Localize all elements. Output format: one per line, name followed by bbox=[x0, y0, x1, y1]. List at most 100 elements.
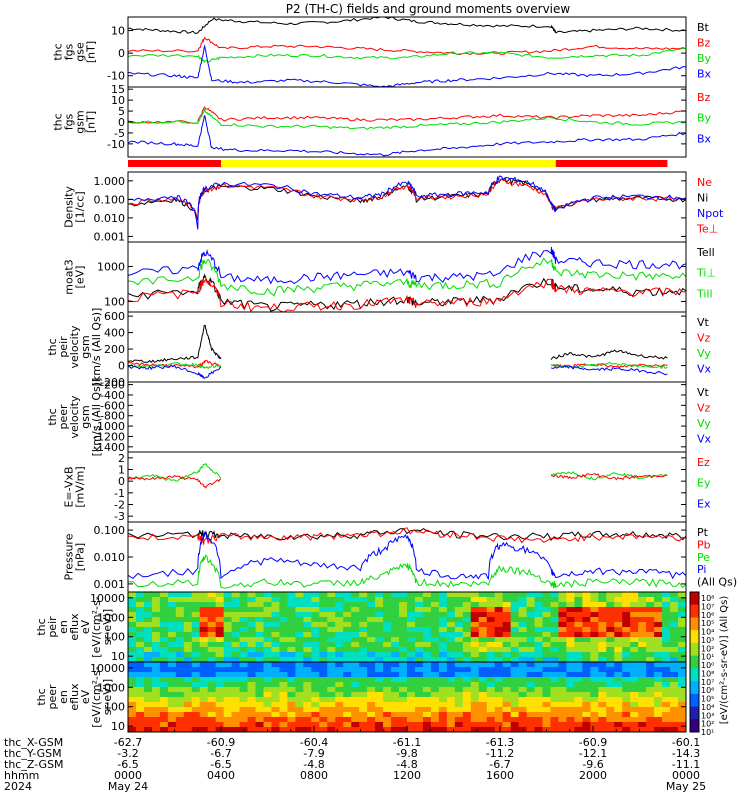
y-axis-label-line: en bbox=[57, 620, 70, 634]
spectrogram-cell bbox=[303, 722, 312, 728]
spectrogram-cell bbox=[414, 722, 424, 728]
x-row-value: -6.5 bbox=[117, 758, 138, 771]
spectrogram-cell bbox=[550, 627, 559, 633]
spectrogram-cell bbox=[430, 672, 440, 678]
spectrogram-cell bbox=[630, 652, 639, 658]
spectrogram-cell bbox=[255, 632, 265, 638]
spectrogram-cell bbox=[630, 667, 639, 673]
spectrogram-cell bbox=[128, 672, 137, 678]
spectrogram-cell bbox=[327, 657, 336, 662]
spectrogram-cell bbox=[446, 687, 456, 693]
spectrogram-cell bbox=[175, 697, 185, 703]
spectrogram-cell bbox=[247, 697, 257, 703]
spectrogram-cell bbox=[183, 692, 193, 698]
spectrogram-cell bbox=[630, 632, 639, 638]
spectrogram-cell bbox=[542, 717, 551, 723]
spectrogram-cell bbox=[223, 702, 233, 708]
spectrogram-cell bbox=[510, 727, 520, 732]
spectrogram-cell bbox=[159, 707, 169, 713]
spectrogram-cell bbox=[135, 652, 145, 658]
spectrogram-cell bbox=[494, 612, 504, 618]
spectrogram-cell bbox=[287, 602, 296, 608]
spectrogram-cell bbox=[207, 682, 217, 688]
spectrogram-cell bbox=[606, 667, 615, 673]
spectrogram-cell bbox=[582, 722, 591, 728]
spectrogram-cell bbox=[558, 667, 567, 673]
spectrogram-cell bbox=[542, 632, 551, 638]
spectrogram-cell bbox=[231, 667, 241, 673]
spectrogram-cell bbox=[430, 642, 440, 648]
spectrogram-cell bbox=[502, 722, 512, 728]
spectrogram-cell bbox=[135, 632, 145, 638]
spectrogram-cell bbox=[287, 697, 296, 703]
spectrogram-cells bbox=[128, 662, 686, 732]
spectrogram-cell bbox=[279, 682, 288, 688]
spectrogram-cell bbox=[383, 712, 392, 718]
spectrogram-cell bbox=[231, 692, 241, 698]
spectrogram-cell bbox=[518, 622, 528, 628]
spectrogram-cell bbox=[247, 602, 257, 608]
spectrogram-cell bbox=[319, 592, 328, 598]
spectrogram-cell bbox=[478, 597, 488, 603]
x-row-label: thc_Z-GSM bbox=[4, 758, 64, 771]
spectrogram-cell bbox=[470, 627, 480, 633]
spectrogram-cell bbox=[662, 702, 671, 708]
spectrogram-cell bbox=[391, 592, 400, 598]
spectrogram-cell bbox=[295, 627, 304, 633]
spectrogram-cell bbox=[295, 652, 304, 658]
spectrogram-cell bbox=[502, 717, 512, 723]
spectrogram-cell bbox=[128, 657, 137, 662]
spectrogram-cell bbox=[422, 652, 432, 658]
spectrogram-cell bbox=[518, 612, 528, 618]
spectrogram-cell bbox=[510, 692, 520, 698]
y-tick-label: -10 bbox=[107, 138, 125, 151]
legend-label: Pe bbox=[697, 551, 710, 564]
spectrogram-cell bbox=[566, 672, 575, 678]
spectrogram-cell bbox=[223, 597, 233, 603]
spectrogram-cell bbox=[558, 672, 567, 678]
spectrogram-cell bbox=[215, 712, 225, 718]
spectrogram-cell bbox=[175, 617, 185, 623]
spectrogram-cell bbox=[359, 677, 368, 683]
spectrogram-cell bbox=[662, 692, 671, 698]
series-line-Till bbox=[128, 257, 686, 297]
spectrogram-cell bbox=[391, 657, 400, 662]
spectrogram-cell bbox=[574, 657, 583, 662]
x-row-value: -12.1 bbox=[579, 747, 607, 760]
spectrogram-cell bbox=[646, 652, 655, 658]
spectrogram-cell bbox=[223, 682, 233, 688]
spectrogram-cell bbox=[446, 622, 456, 628]
spectrogram-cell bbox=[574, 652, 583, 658]
spectrogram-cell bbox=[143, 647, 153, 653]
spectrogram-cell bbox=[510, 712, 520, 718]
spectrogram-cell bbox=[128, 627, 137, 633]
spectrogram-cell bbox=[128, 722, 137, 728]
spectrogram-cell bbox=[454, 727, 464, 732]
spectrogram-cell bbox=[518, 667, 528, 673]
spectrogram-cell bbox=[399, 712, 408, 718]
spectrogram-cell bbox=[167, 677, 177, 683]
spectrogram-cell bbox=[375, 647, 384, 653]
spectrogram-cell bbox=[231, 662, 241, 668]
spectrogram-cell bbox=[446, 667, 456, 673]
spectrogram-cell bbox=[566, 722, 575, 728]
spectrogram-cell bbox=[135, 712, 145, 718]
spectrogram-cell bbox=[582, 632, 591, 638]
spectrogram-cell bbox=[414, 727, 424, 732]
spectrogram-cell bbox=[582, 622, 591, 628]
spectrogram-cell bbox=[167, 612, 177, 618]
spectrogram-cell bbox=[630, 692, 639, 698]
colorbar-tick-label: 10⁵ bbox=[701, 619, 714, 628]
spectrogram-cell bbox=[383, 627, 392, 633]
spectrogram-cell bbox=[151, 722, 161, 728]
spectrogram-cell bbox=[367, 612, 376, 618]
spectrogram-cell bbox=[199, 722, 209, 728]
spectrogram-cell bbox=[670, 602, 679, 608]
spectrogram-cell bbox=[391, 722, 400, 728]
spectrogram-cell bbox=[590, 662, 599, 668]
panel-peer-spectrogram: 10000100010010thcpeerenefluxeV[eV/(cm²-s… bbox=[35, 661, 687, 733]
spectrogram-cell bbox=[510, 592, 520, 598]
spectrogram-cell bbox=[566, 632, 575, 638]
spectrogram-cell bbox=[470, 592, 480, 598]
